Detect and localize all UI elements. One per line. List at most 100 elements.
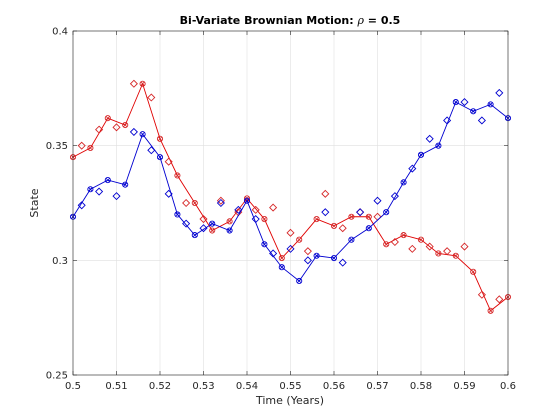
series-line [72,101,509,282]
scatter-point [425,134,434,143]
line-point-cross [123,182,128,187]
line-point [156,135,164,142]
line-point [87,144,94,152]
line-point [383,241,390,248]
line-point-cross [488,308,493,313]
line-point [330,222,338,229]
scatter-point [408,244,417,253]
line-point-cross [192,233,197,238]
line-point-cross [123,122,128,128]
line-point [156,154,164,161]
line-point [174,211,181,218]
scatter-point [95,187,104,196]
line-point-cross [140,81,145,86]
line-point [417,236,425,243]
line-point-cross [384,242,389,247]
x-tick-label: 0.55 [279,381,301,392]
line-point [226,218,233,225]
line-point [470,108,477,115]
scatter-point [373,196,382,205]
x-tick-label: 0.6 [500,381,516,392]
x-tick-label: 0.52 [149,381,171,392]
line-point [122,121,129,129]
x-tick-label: 0.54 [236,381,258,392]
line-point-cross [210,221,215,226]
line-point-cross [227,228,232,233]
scatter-point [338,258,347,267]
scatter-point [425,242,434,251]
line-point [261,216,268,223]
scatter-point [477,290,486,299]
scatter-point [234,205,243,214]
scatter-point [303,247,312,256]
line-point [417,151,425,158]
chart-title-symbol: ρ [356,14,364,27]
scatter-point [443,116,452,125]
scatter-point [286,228,295,237]
scatter-point [77,141,86,150]
line-point-cross [436,143,441,148]
line-point [487,101,494,108]
scatter-point [129,127,138,136]
line-point [452,99,459,106]
scatter-point [182,198,191,208]
y-tick-label: 0.35 [46,141,68,152]
line-point [261,241,268,248]
line-point [209,220,216,227]
scatter-point [477,116,486,125]
line-point [487,307,494,314]
line-point-cross [384,210,389,215]
x-tick-label: 0.59 [453,381,475,392]
scatter-point [408,164,417,173]
line-point-cross [471,269,476,274]
line-point [87,186,94,193]
line-point [278,264,285,271]
y-tick-label: 0.3 [52,256,68,267]
line-point-cross [175,173,180,178]
line-point-cross [314,253,319,258]
scatter-point [286,244,295,253]
chart-title: Bi-Variate Brownian Motion: ρ = 0.5 [180,14,401,27]
line-point [243,197,251,204]
line-point-cross [105,177,110,183]
line-point-cross [436,251,441,256]
line-point-cross [157,136,163,141]
scatter-point [390,237,399,247]
line-point-cross [140,132,145,137]
line-point [313,216,320,223]
line-point [470,268,477,275]
scatter-point [460,242,469,251]
scatter-point [321,208,330,217]
scatter-point [199,215,208,224]
line-point [365,225,372,232]
line-point-cross [401,180,406,185]
line-point [296,277,303,285]
line-point-cross [314,216,319,222]
scatter-point [338,224,347,233]
x-axis-label: Time (Years) [255,394,324,407]
x-tick-label: 0.56 [323,381,345,392]
line-point-cross [279,255,284,261]
line-point [400,232,407,239]
line-point-cross [453,253,458,258]
line-point [191,232,198,239]
scatter-point [147,93,156,102]
scatter-point [303,256,312,265]
line-point-cross [175,212,180,217]
x-tick-label: 0.58 [410,381,432,392]
x-tick-label: 0.5 [65,381,81,392]
scatter-point [216,198,225,208]
line-point-cross [471,109,476,114]
scatter-point [112,192,121,201]
y-tick-label: 0.25 [46,371,68,382]
scatter-point [251,205,260,214]
line-point-cross [157,155,163,160]
scatter-point [164,157,173,166]
line-point-cross [401,233,406,238]
line-point-cross [279,265,284,270]
line-point [139,131,146,138]
scatter-point [495,88,504,97]
line-point-cross [88,187,93,192]
line-point [313,252,320,259]
